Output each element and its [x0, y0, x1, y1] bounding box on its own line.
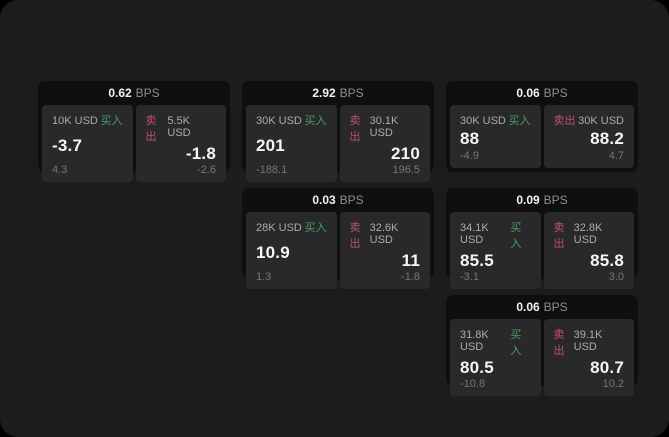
sell-amount: 39.1K USD	[573, 329, 603, 353]
bps-header: 0.03 BPS	[246, 188, 430, 212]
sell-panel[interactable]: 卖出 39.1K USD 80.7 10.2	[543, 319, 634, 396]
buy-price: 88	[460, 129, 480, 148]
quote-panels: 10K USD 买入 -3.7 4.3 卖出 5.5K USD -1.8 -2.6	[42, 105, 226, 182]
bps-unit-label: BPS	[543, 86, 568, 100]
sell-price: 11	[401, 251, 420, 270]
buy-price: 201	[256, 136, 285, 155]
sell-amount: 30.1K USD	[369, 115, 399, 139]
quote-panels: 34.1K USD 买入 85.5 -3.1 卖出 32.8K USD 85.8 3…	[450, 212, 634, 289]
bps-unit-label: BPS	[543, 300, 568, 314]
sell-amount: 30K USD	[578, 115, 624, 127]
bps-value: 0.06	[516, 86, 540, 100]
buy-price: 85.5	[460, 251, 494, 270]
sell-price: 88.2	[590, 129, 624, 148]
buy-delta: -10.8	[460, 378, 486, 390]
bps-header: 0.09 BPS	[450, 188, 634, 212]
bps-unit-label: BPS	[339, 86, 364, 100]
sell-label: 卖出	[145, 115, 157, 143]
bps-value: 0.06	[516, 300, 540, 314]
buy-panel[interactable]: 30K USD 买入 201 -188.1	[246, 105, 337, 182]
buy-amount: 34.1K USD	[460, 222, 489, 246]
sell-panel[interactable]: 卖出 32.8K USD 85.8 3.0	[543, 212, 634, 289]
buy-label: 买入	[510, 222, 522, 250]
quote-card-grid: 0.62 BPS 10K USD 买入 -3.7 4.3 卖出 5.5K USD -1…	[38, 81, 638, 396]
buy-price: -3.7	[52, 136, 83, 155]
bps-unit-label: BPS	[135, 86, 160, 100]
sell-label: 卖出	[349, 222, 361, 250]
sell-price: 80.7	[590, 358, 624, 377]
buy-amount: 10K USD	[52, 115, 98, 127]
buy-label: 买入	[304, 115, 327, 127]
sell-label: 卖出	[553, 115, 576, 127]
buy-price: 80.5	[460, 358, 494, 377]
buy-label: 买入	[510, 329, 522, 357]
buy-label: 买入	[508, 115, 531, 127]
buy-amount: 28K USD	[256, 222, 302, 234]
sell-amount: 5.5K USD	[167, 115, 191, 139]
quote-card: 0.06 BPS 30K USD 买入 88 -4.9 卖出 30K USD 88.2…	[446, 81, 638, 172]
buy-delta: -188.1	[256, 164, 288, 176]
bps-header: 0.62 BPS	[42, 81, 226, 105]
bps-header: 0.06 BPS	[450, 295, 634, 319]
sell-panel[interactable]: 卖出 32.6K USD 11 -1.8	[339, 212, 430, 289]
sell-price: -1.8	[185, 144, 216, 163]
buy-amount: 31.8K USD	[460, 329, 489, 353]
sell-delta: 3.0	[608, 271, 624, 283]
sell-label: 卖出	[349, 115, 361, 143]
buy-panel[interactable]: 28K USD 买入 10.9 1.3	[246, 212, 337, 289]
sell-amount: 32.6K USD	[369, 222, 399, 246]
quote-panels: 31.8K USD 买入 80.5 -10.8 卖出 39.1K USD 80.7 …	[450, 319, 634, 396]
buy-amount: 30K USD	[460, 115, 506, 127]
buy-label: 买入	[100, 115, 123, 127]
sell-label: 卖出	[553, 329, 565, 357]
quote-card: 0.06 BPS 31.8K USD 买入 80.5 -10.8 卖出 39.1K U…	[446, 295, 638, 396]
buy-delta: -4.9	[460, 150, 479, 162]
sell-price: 210	[391, 144, 420, 163]
buy-delta: 1.3	[256, 271, 272, 283]
sell-delta: -2.6	[197, 164, 216, 176]
buy-panel[interactable]: 10K USD 买入 -3.7 4.3	[42, 105, 133, 182]
bps-value: 0.62	[108, 86, 132, 100]
sell-panel[interactable]: 卖出 5.5K USD -1.8 -2.6	[135, 105, 226, 182]
sell-label: 卖出	[553, 222, 565, 250]
quote-card: 0.09 BPS 34.1K USD 买入 85.5 -3.1 卖出 32.8K US…	[446, 188, 638, 289]
buy-amount: 30K USD	[256, 115, 302, 127]
sell-delta: 4.7	[608, 150, 624, 162]
quote-card: 2.92 BPS 30K USD 买入 201 -188.1 卖出 30.1K USD…	[242, 81, 434, 182]
bps-unit-label: BPS	[339, 193, 364, 207]
quote-panels: 30K USD 买入 201 -188.1 卖出 30.1K USD 210 196…	[246, 105, 430, 182]
bps-value: 0.03	[312, 193, 336, 207]
quote-card: 0.03 BPS 28K USD 买入 10.9 1.3 卖出 32.6K USD 1…	[242, 188, 434, 289]
buy-panel[interactable]: 31.8K USD 买入 80.5 -10.8	[450, 319, 541, 396]
buy-panel[interactable]: 34.1K USD 买入 85.5 -3.1	[450, 212, 541, 289]
quote-card: 0.62 BPS 10K USD 买入 -3.7 4.3 卖出 5.5K USD -1…	[38, 81, 230, 182]
sell-delta: 196.5	[392, 164, 420, 176]
buy-price: 10.9	[256, 243, 290, 262]
bps-value: 0.09	[516, 193, 540, 207]
quote-panels: 28K USD 买入 10.9 1.3 卖出 32.6K USD 11 -1.8	[246, 212, 430, 289]
buy-delta: -3.1	[460, 271, 479, 283]
bps-header: 0.06 BPS	[450, 81, 634, 105]
sell-delta: 10.2	[602, 378, 624, 390]
bps-header: 2.92 BPS	[246, 81, 430, 105]
sell-panel[interactable]: 卖出 30K USD 88.2 4.7	[543, 105, 634, 168]
sell-price: 85.8	[590, 251, 624, 270]
sell-panel[interactable]: 卖出 30.1K USD 210 196.5	[339, 105, 430, 182]
quote-panels: 30K USD 买入 88 -4.9 卖出 30K USD 88.2 4.7	[450, 105, 634, 168]
sell-delta: -1.8	[401, 271, 420, 283]
sell-amount: 32.8K USD	[573, 222, 603, 246]
buy-delta: 4.3	[52, 164, 68, 176]
buy-panel[interactable]: 30K USD 买入 88 -4.9	[450, 105, 541, 168]
bps-value: 2.92	[312, 86, 336, 100]
buy-label: 买入	[304, 222, 327, 234]
bps-unit-label: BPS	[543, 193, 568, 207]
